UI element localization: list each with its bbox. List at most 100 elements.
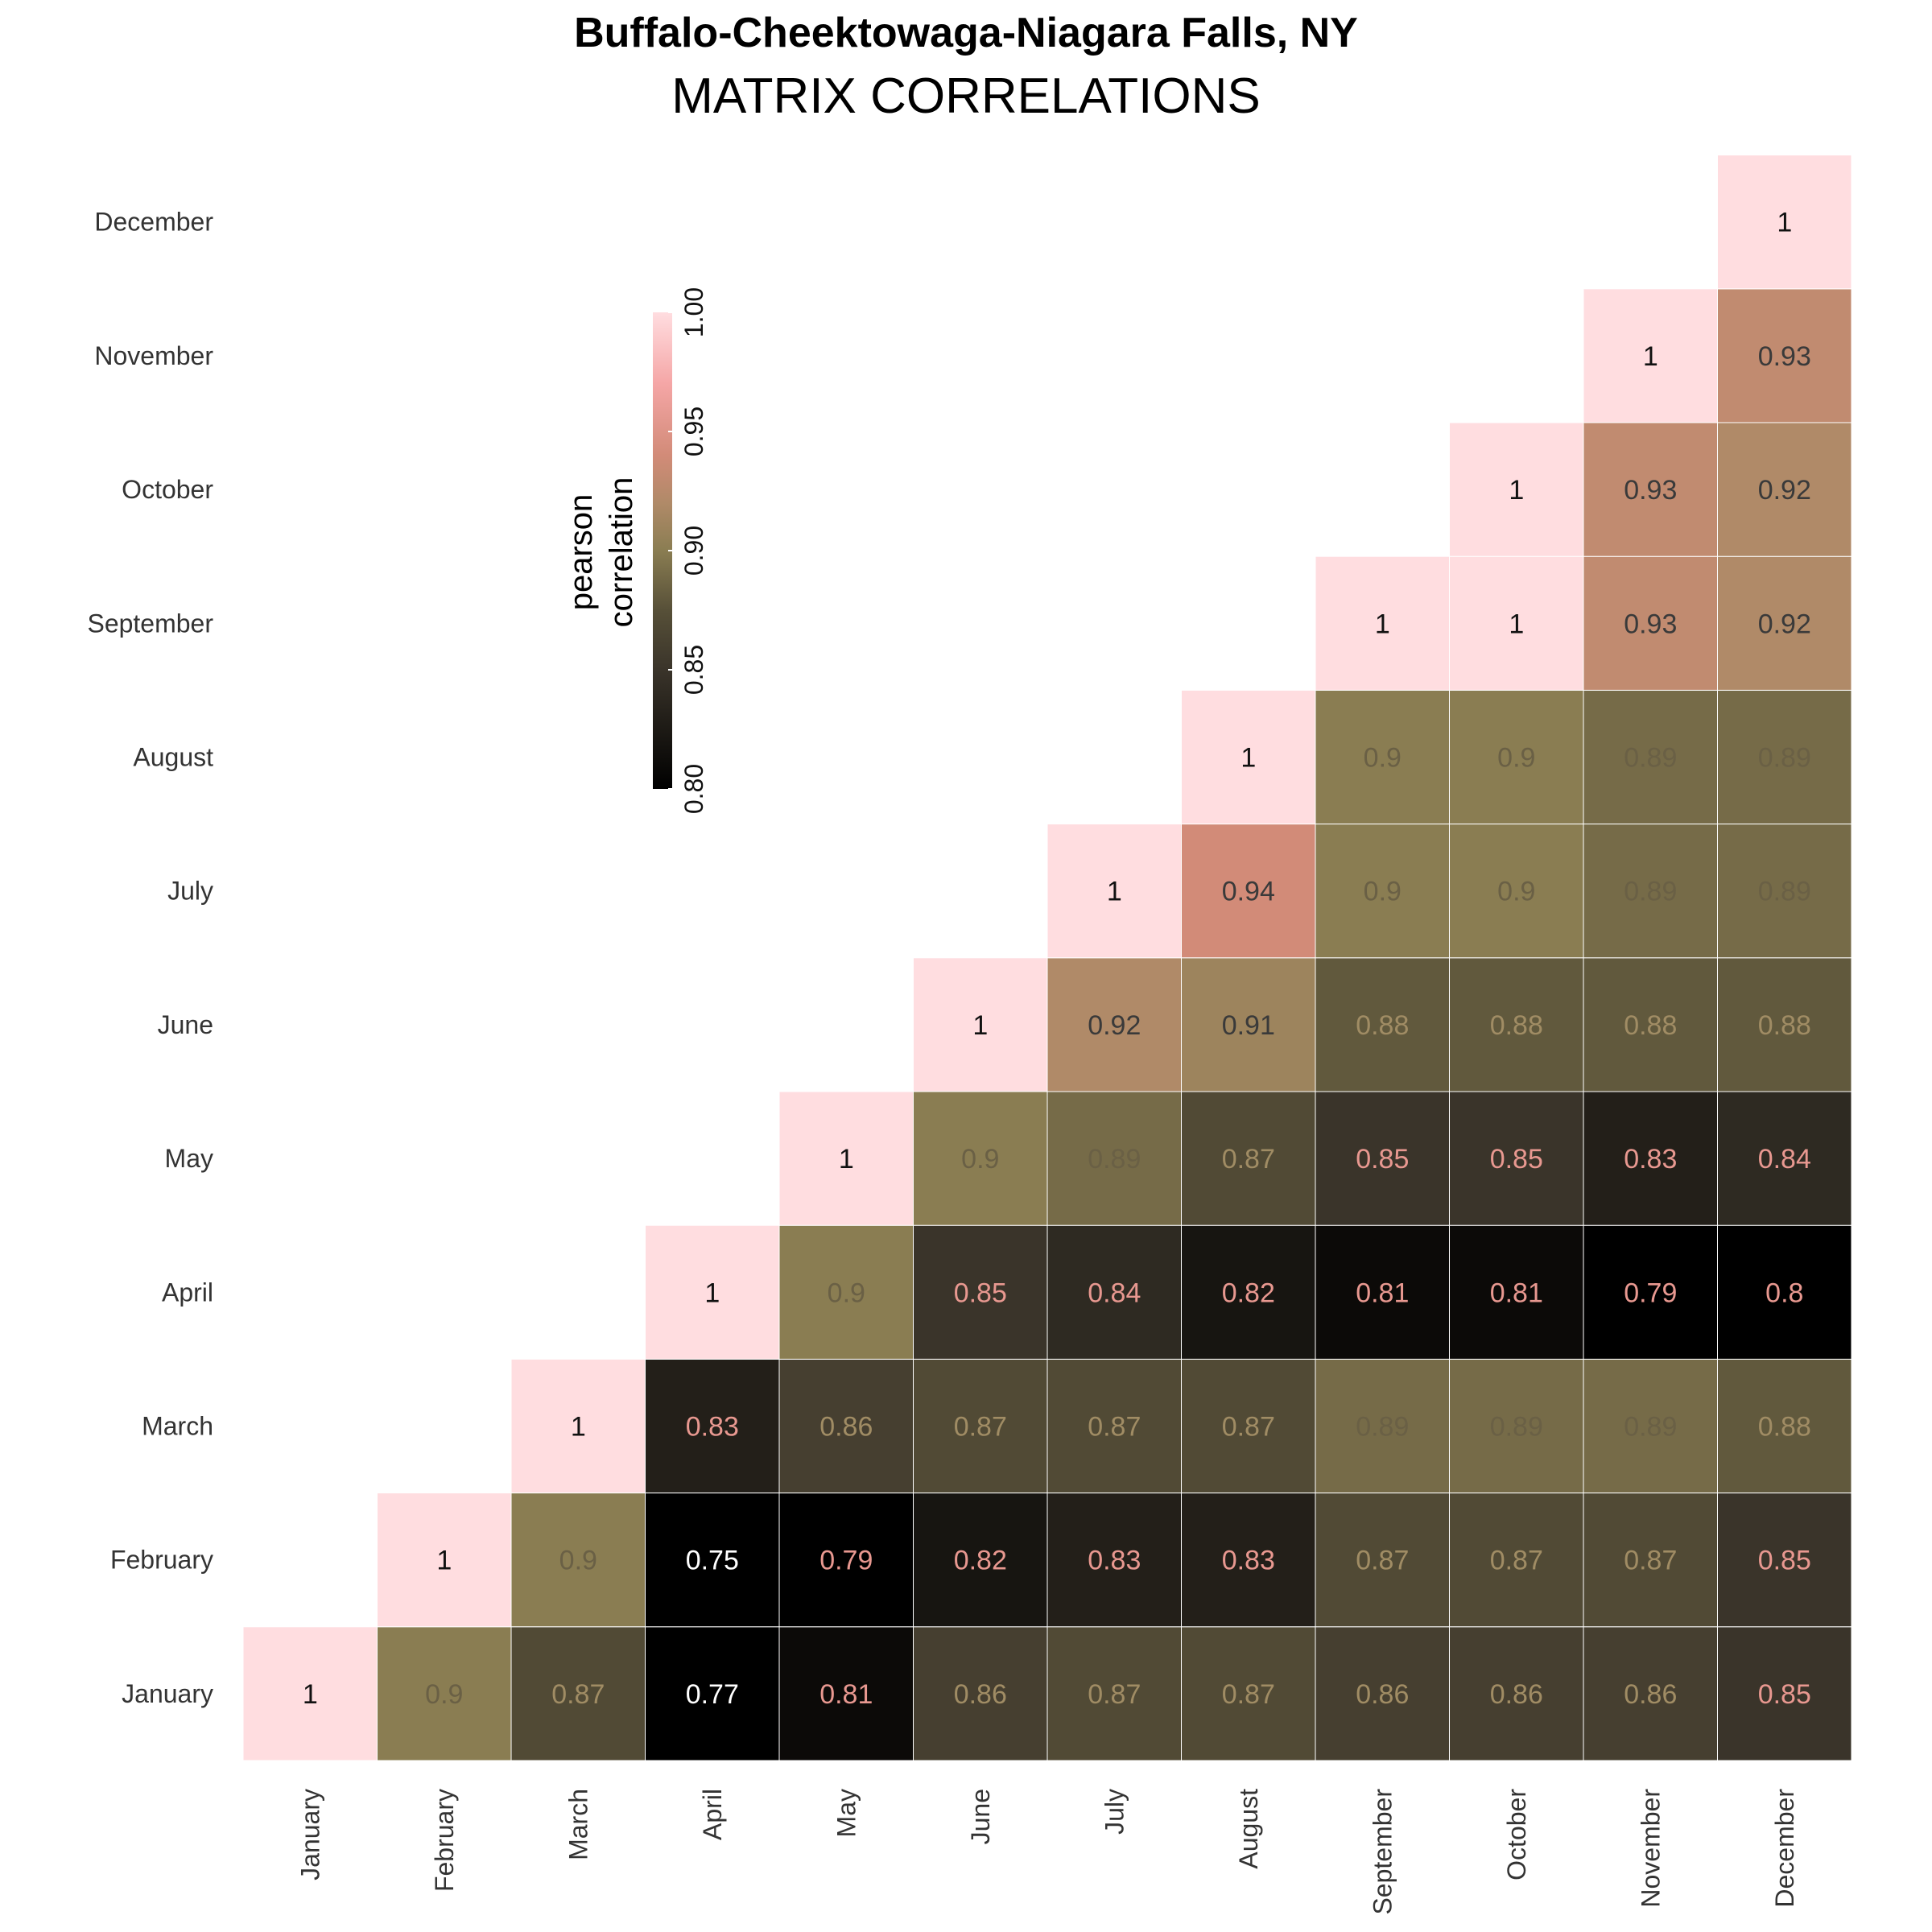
cell-value-label: 1 bbox=[1643, 341, 1658, 372]
heatmap-cell bbox=[778, 1492, 914, 1628]
heatmap-cell bbox=[645, 1358, 780, 1494]
heatmap-cell bbox=[1717, 1626, 1852, 1761]
cell-value-label: 0.83 bbox=[1624, 1144, 1677, 1174]
cell-value-label: 0.9 bbox=[1497, 743, 1535, 774]
y-tick-label: March bbox=[142, 1412, 213, 1441]
heatmap-cell bbox=[1315, 1091, 1450, 1226]
heatmap-cell bbox=[1046, 1091, 1182, 1226]
x-tick-label: December bbox=[1770, 1789, 1799, 1908]
cell-value-label: 0.82 bbox=[954, 1546, 1007, 1576]
cell-value-label: 0.89 bbox=[1758, 877, 1811, 907]
heatmap-cell bbox=[1315, 1492, 1450, 1628]
cell-value-label: 0.85 bbox=[1758, 1679, 1811, 1710]
heatmap-cell bbox=[778, 1626, 914, 1761]
cell-value-label: 0.8 bbox=[1765, 1278, 1803, 1308]
heatmap-cell bbox=[1717, 422, 1852, 557]
cell-value-label: 0.87 bbox=[1222, 1144, 1275, 1174]
heatmap-cell bbox=[778, 1224, 914, 1360]
heatmap-cell bbox=[645, 1492, 780, 1628]
heatmap-cell bbox=[913, 1358, 1048, 1494]
x-tick-label: February bbox=[430, 1789, 459, 1892]
x-axis-tick-labels: January February March April May June July Augu… bbox=[295, 1789, 1799, 1915]
y-tick-label: February bbox=[110, 1546, 213, 1575]
cell-value-label: 0.86 bbox=[1356, 1679, 1409, 1710]
heatmap-cell bbox=[1046, 1224, 1182, 1360]
heatmap-cell bbox=[377, 1626, 512, 1761]
x-tick-label: January bbox=[295, 1789, 324, 1880]
y-tick-label: August bbox=[133, 743, 213, 772]
heatmap-cell bbox=[1449, 1626, 1584, 1761]
cell-value-label: 0.87 bbox=[1222, 1679, 1275, 1710]
cell-value-label: 0.79 bbox=[819, 1546, 873, 1576]
cell-value-label: 0.92 bbox=[1088, 1010, 1141, 1041]
heatmap-cell bbox=[1315, 555, 1450, 691]
heatmap-cell bbox=[1181, 1358, 1316, 1494]
cell-value-label: 0.92 bbox=[1758, 609, 1811, 639]
cell-value-label: 0.84 bbox=[1758, 1144, 1811, 1174]
cell-value-label: 0.85 bbox=[954, 1278, 1007, 1308]
cell-value-label: 0.87 bbox=[1356, 1546, 1409, 1576]
cell-value-label: 0.86 bbox=[1624, 1679, 1677, 1710]
cell-value-label: 0.81 bbox=[1356, 1278, 1409, 1308]
cell-value-label: 0.83 bbox=[1088, 1546, 1141, 1576]
y-tick-label: June bbox=[158, 1010, 213, 1039]
heatmap-cell bbox=[1717, 957, 1852, 1092]
heatmap-cell bbox=[1717, 555, 1852, 691]
cell-value-label: 0.87 bbox=[1624, 1546, 1677, 1576]
heatmap-cell bbox=[645, 1224, 780, 1360]
heatmap-cell bbox=[1583, 555, 1718, 691]
heatmap-cell bbox=[1717, 824, 1852, 959]
heatmap-cell bbox=[1046, 824, 1182, 959]
cell-value-label: 0.86 bbox=[954, 1679, 1007, 1710]
cell-value-label: 1 bbox=[303, 1679, 318, 1710]
heatmap-cell bbox=[913, 957, 1048, 1092]
cell-value-label: 0.85 bbox=[1758, 1546, 1811, 1576]
heatmap-cell bbox=[1449, 689, 1584, 825]
x-tick-label: May bbox=[832, 1789, 861, 1837]
cell-value-label: 0.87 bbox=[1088, 1679, 1141, 1710]
x-tick-label: April bbox=[698, 1789, 727, 1840]
heatmap-cell bbox=[1181, 1224, 1316, 1360]
heatmap-cell bbox=[1583, 824, 1718, 959]
cell-value-label: 0.89 bbox=[1758, 743, 1811, 774]
x-tick-label: October bbox=[1502, 1789, 1531, 1880]
cell-value-label: 0.89 bbox=[1624, 877, 1677, 907]
cell-value-label: 0.87 bbox=[1490, 1546, 1543, 1576]
heatmap-cell bbox=[1717, 1492, 1852, 1628]
cell-value-label: 0.83 bbox=[1222, 1546, 1275, 1576]
y-tick-label: September bbox=[87, 609, 213, 638]
cell-value-label: 0.9 bbox=[1364, 877, 1402, 907]
cell-value-label: 0.88 bbox=[1758, 1010, 1811, 1041]
cell-value-label: 0.87 bbox=[1088, 1412, 1141, 1443]
chart-title: Buffalo-Cheektowaga-Niagara Falls, NY bbox=[574, 10, 1358, 56]
cell-value-label: 0.82 bbox=[1222, 1278, 1275, 1308]
heatmap-cell bbox=[377, 1492, 512, 1628]
heatmap-cell bbox=[913, 1224, 1048, 1360]
cell-value-label: 0.75 bbox=[686, 1546, 739, 1576]
y-tick-label: April bbox=[162, 1278, 213, 1307]
y-axis-tick-labels: January February March April May June July Augu… bbox=[87, 208, 213, 1708]
cell-value-label: 0.81 bbox=[1490, 1278, 1543, 1308]
heatmap-cell bbox=[1717, 1224, 1852, 1360]
heatmap-cell bbox=[1181, 689, 1316, 825]
legend-tick-label: 0.90 bbox=[679, 526, 708, 576]
heatmap-cell bbox=[1046, 1358, 1182, 1494]
x-tick-label: June bbox=[966, 1789, 995, 1844]
cell-value-label: 0.85 bbox=[1356, 1144, 1409, 1174]
cell-value-label: 0.87 bbox=[551, 1679, 605, 1710]
cell-value-label: 0.77 bbox=[686, 1679, 739, 1710]
legend-ticks: 0.80 0.85 0.90 0.95 1.00 bbox=[668, 287, 708, 814]
cell-value-label: 0.9 bbox=[961, 1144, 999, 1174]
heatmap-cell bbox=[1315, 957, 1450, 1092]
heatmap-cell bbox=[1315, 1626, 1450, 1761]
cell-value-label: 1 bbox=[1107, 877, 1122, 907]
heatmap-cell bbox=[913, 1492, 1048, 1628]
legend-title-line1: pearson bbox=[564, 494, 599, 611]
heatmap-cell bbox=[913, 1091, 1048, 1226]
cell-value-label: 0.88 bbox=[1356, 1010, 1409, 1041]
legend-tick-label: 0.80 bbox=[679, 764, 708, 814]
y-tick-label: October bbox=[122, 475, 213, 504]
cell-value-label: 1 bbox=[1241, 743, 1256, 774]
cell-value-label: 0.88 bbox=[1758, 1412, 1811, 1443]
cell-value-label: 1 bbox=[839, 1144, 854, 1174]
